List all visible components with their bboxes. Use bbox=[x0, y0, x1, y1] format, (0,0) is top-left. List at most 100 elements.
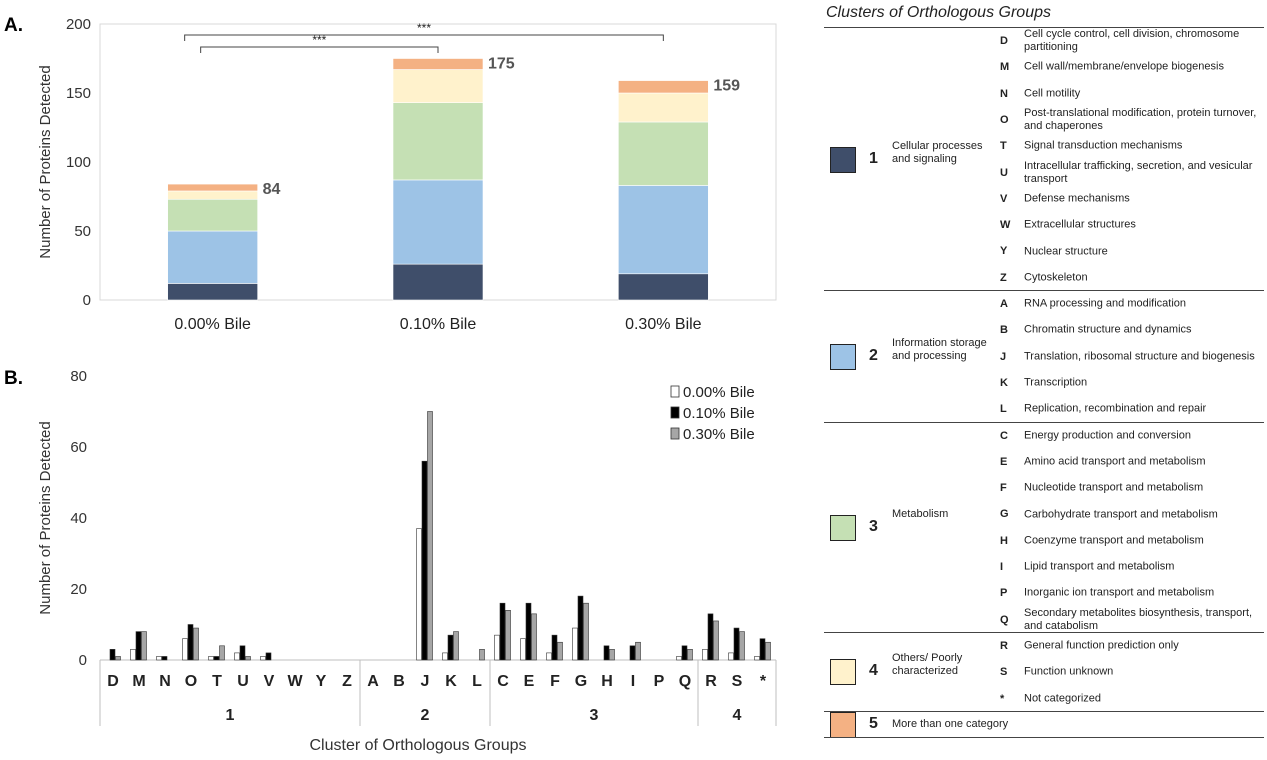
x-category-label: 0.10% Bile bbox=[400, 316, 477, 333]
cog-description: Amino acid transport and metabolism bbox=[1024, 455, 1206, 468]
cog-letter: N bbox=[1000, 87, 1008, 100]
x-category-label: N bbox=[159, 673, 171, 690]
grouped-bar bbox=[687, 649, 693, 661]
cog-letter: F bbox=[1000, 482, 1007, 495]
cog-description: Post-translational modification, protein… bbox=[1024, 107, 1257, 133]
grouped-bar bbox=[525, 602, 532, 661]
grouped-bar bbox=[416, 528, 422, 661]
cog-letter: Z bbox=[1000, 271, 1007, 284]
cog-category-row: N Cell motility bbox=[820, 81, 1267, 107]
grouped-bar bbox=[499, 602, 506, 661]
grouped-bar bbox=[739, 631, 745, 661]
bar-total-label: 159 bbox=[713, 78, 740, 95]
panel-a-stacked-bar-chart: A. 0 50 100 150 200 Number of Proteins Detecte… bbox=[4, 15, 777, 333]
cog-table-title: Clusters of Orthologous Groups bbox=[826, 4, 1051, 21]
cog-category-row: Z Cytoskeleton bbox=[820, 265, 1267, 291]
group-number: 5 bbox=[869, 714, 878, 732]
cog-description: Cell motility bbox=[1024, 87, 1081, 100]
cog-description: Chromatin structure and dynamics bbox=[1024, 323, 1192, 336]
grouped-bar bbox=[135, 631, 142, 661]
stacked-bar-segment bbox=[167, 190, 258, 200]
cog-description: Energy production and conversion bbox=[1024, 429, 1191, 442]
cog-category-row: Y Nuclear structure bbox=[820, 238, 1267, 264]
cog-letter: E bbox=[1000, 455, 1008, 468]
cog-letter: W bbox=[1000, 219, 1011, 232]
x-axis-label: Cluster of Orthologous Groups bbox=[310, 737, 527, 754]
cog-description: Signal transduction mechanisms bbox=[1024, 139, 1183, 152]
cog-category-row: * Not categorized bbox=[820, 686, 1267, 712]
cog-category-row: T Signal transduction mechanisms bbox=[820, 133, 1267, 159]
group-name: Information storage and processing bbox=[892, 336, 987, 362]
x-category-label: Z bbox=[342, 673, 352, 690]
stacked-bar-segment bbox=[167, 183, 258, 192]
cog-description: Replication, recombination and repair bbox=[1024, 402, 1207, 415]
x-category-label: Y bbox=[316, 673, 327, 690]
cog-letter: H bbox=[1000, 534, 1008, 547]
group-name: Metabolism bbox=[892, 507, 949, 520]
cog-description: Inorganic ion transport and metabolism bbox=[1024, 586, 1215, 599]
x-category-label: T bbox=[212, 673, 222, 690]
cog-letter: U bbox=[1000, 166, 1008, 179]
significance-bracket bbox=[200, 46, 439, 53]
cog-category-row: S Function unknown bbox=[820, 659, 1267, 685]
cog-letter: K bbox=[1000, 376, 1008, 389]
group-divider-rule bbox=[824, 631, 1264, 633]
cog-description: Extracellular structures bbox=[1024, 218, 1136, 231]
y-tick-label: 60 bbox=[70, 439, 87, 456]
y-axis-label: Number of Proteins Detected bbox=[37, 65, 54, 258]
cog-letter: D bbox=[1000, 35, 1008, 47]
stacked-bar-segment bbox=[167, 198, 258, 232]
cog-description: Translation, ribosomal structure and bio… bbox=[1024, 350, 1255, 363]
grouped-bar bbox=[713, 620, 719, 661]
x-category-label: S bbox=[732, 673, 743, 690]
cog-letter: O bbox=[1000, 113, 1009, 126]
group-name: Cellular processes and signaling bbox=[892, 139, 983, 165]
legend-swatch bbox=[670, 385, 680, 398]
y-tick-label: 200 bbox=[66, 16, 91, 33]
group-color-swatch bbox=[830, 343, 856, 370]
grouped-bar bbox=[733, 627, 740, 661]
grouped-bar bbox=[109, 649, 116, 661]
x-category-label: J bbox=[421, 673, 430, 690]
cog-letter: M bbox=[1000, 61, 1010, 74]
stacked-bar-segment bbox=[618, 121, 709, 186]
cog-category-row: V Defense mechanisms bbox=[820, 186, 1267, 212]
grouped-bar bbox=[115, 656, 121, 661]
grouped-bar bbox=[130, 649, 136, 661]
x-category-label: * bbox=[760, 673, 767, 690]
grouped-bar bbox=[447, 634, 454, 661]
grouped-bar bbox=[531, 613, 537, 661]
grouped-bar bbox=[603, 645, 610, 661]
cog-letter: V bbox=[1000, 192, 1008, 205]
cog-category-row: F Nucleotide transport and metabolism bbox=[820, 475, 1267, 501]
legend-label: 0.00% Bile bbox=[683, 384, 755, 401]
group-divider-rule bbox=[824, 421, 1264, 423]
cog-description: Function unknown bbox=[1024, 665, 1114, 678]
y-tick-label: 40 bbox=[70, 510, 87, 527]
grouped-bar bbox=[427, 411, 433, 661]
grouped-bar bbox=[759, 638, 766, 661]
group-number: 3 bbox=[869, 517, 878, 535]
group-color-swatch bbox=[830, 711, 856, 738]
grouped-bar bbox=[234, 652, 240, 661]
grouped-bar bbox=[728, 652, 734, 661]
stacked-bar-segment bbox=[618, 273, 709, 301]
y-tick-label: 100 bbox=[66, 154, 91, 171]
cog-letter: * bbox=[1000, 692, 1005, 705]
cog-category-row: A RNA processing and modification bbox=[820, 291, 1267, 317]
cog-category-row: W Extracellular structures bbox=[820, 212, 1267, 238]
grouped-bar bbox=[442, 652, 448, 661]
x-category-label: E bbox=[524, 673, 535, 690]
cog-category-row: R General function prediction only bbox=[820, 633, 1267, 659]
legend-label: 0.10% Bile bbox=[683, 405, 755, 422]
cog-group-label: 2 bbox=[421, 707, 430, 724]
panel-b-grouped-bar-chart: B. 0 20 40 60 80 Number of Proteins Detected D M… bbox=[4, 368, 777, 754]
x-category-label: W bbox=[287, 673, 303, 690]
cog-category-row: U Intracellular trafficking, secretion, a… bbox=[820, 160, 1267, 186]
group-divider-rule bbox=[824, 710, 1264, 712]
x-category-label: F bbox=[550, 673, 560, 690]
cog-description: RNA processing and modification bbox=[1024, 297, 1187, 310]
cog-category-row: J Translation, ribosomal structure and bi… bbox=[820, 344, 1267, 370]
bar-total-label: 84 bbox=[263, 181, 281, 198]
cog-description: Nuclear structure bbox=[1024, 245, 1108, 258]
